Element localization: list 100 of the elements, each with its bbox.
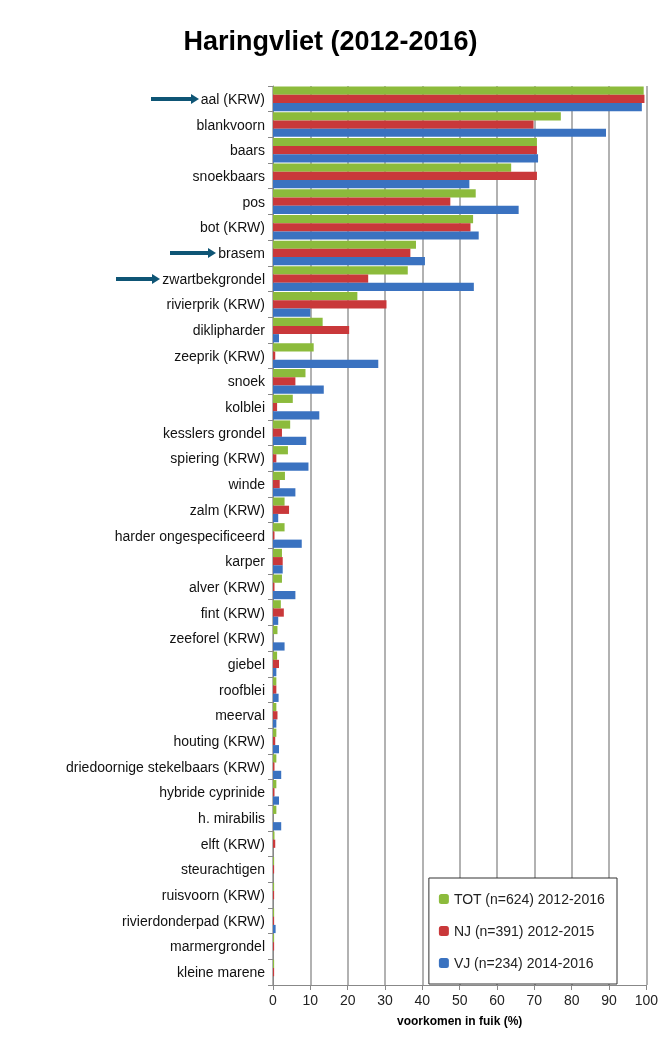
bar [273, 557, 283, 566]
y-tick-label: zeeprik (KRW) [174, 347, 265, 364]
bar [273, 480, 280, 489]
y-tick-label: kesslers grondel [163, 424, 265, 441]
bar [273, 317, 323, 326]
bar [273, 292, 358, 301]
bar [273, 565, 283, 574]
x-tick-label: 0 [269, 992, 278, 1008]
x-tick-label: 10 [302, 992, 319, 1008]
bar [273, 411, 320, 420]
y-tick-label: snoekbaars [192, 167, 265, 184]
bar [273, 693, 279, 702]
y-tick-label: snoek [227, 373, 266, 390]
y-tick-label: harder ongespecificeerd [114, 527, 265, 544]
bar [273, 248, 411, 258]
bar [273, 128, 606, 137]
bar [273, 754, 277, 763]
y-tick-label: bot (KRW) [199, 219, 265, 236]
y-tick-label: rivierprik (KRW) [166, 296, 265, 313]
y-tick-label: fint (KRW) [200, 604, 265, 621]
x-tick-label: 50 [451, 992, 468, 1008]
bar [273, 659, 279, 669]
x-tick-label: 90 [601, 992, 617, 1008]
bar [273, 266, 408, 275]
y-tick-label: roofblei [219, 681, 265, 698]
y-tick-label: spiering (KRW) [170, 450, 265, 467]
chart-title: Haringvliet (2012-2016) [183, 25, 478, 56]
y-tick-label: meerval [215, 707, 265, 724]
bar [273, 651, 278, 660]
y-tick-label: baars [229, 142, 265, 159]
bar [273, 240, 416, 249]
y-tick-label: ruisvoorn (KRW) [161, 887, 265, 904]
bar [273, 377, 296, 386]
y-tick-label: winde [227, 476, 266, 493]
bar [273, 334, 279, 343]
bar [273, 642, 285, 651]
bar [273, 171, 537, 181]
bar [273, 770, 282, 779]
bar [273, 102, 642, 112]
bar [273, 719, 277, 728]
x-tick-label: 70 [526, 992, 543, 1008]
y-tick-label: houting (KRW) [173, 732, 265, 749]
bar [273, 385, 324, 394]
bar [273, 180, 470, 189]
x-tick-label: 30 [377, 992, 393, 1008]
bar [273, 471, 285, 481]
x-axis-title: voorkomen in fuik (%) [396, 1014, 523, 1028]
y-tick-label: blankvoorn [196, 116, 265, 133]
bar [273, 86, 644, 95]
bar [273, 94, 645, 103]
bar [273, 497, 285, 506]
y-tick-label: diklipharder [192, 322, 266, 339]
bar [273, 513, 279, 523]
y-tick-label: hybride cyprinide [159, 784, 266, 801]
bar [273, 112, 561, 121]
legend-label: VJ (n=234) 2014-2016 [453, 955, 594, 971]
y-tick-label: kleine marene [177, 964, 266, 981]
y-tick-label: aal (KRW) [200, 90, 265, 107]
bar [273, 446, 288, 455]
x-tick-label: 80 [563, 992, 580, 1008]
bar [273, 924, 276, 934]
bar [273, 822, 282, 831]
bar [273, 745, 279, 754]
bar [273, 120, 534, 129]
bar [273, 137, 537, 147]
bar [273, 590, 296, 600]
bar [273, 163, 512, 172]
y-tick-label: karper [225, 553, 266, 570]
bar [273, 231, 479, 240]
bar [273, 505, 290, 514]
y-tick-label: pos [242, 193, 265, 210]
bar [273, 369, 306, 378]
bar [273, 402, 278, 412]
bar [273, 214, 474, 224]
y-tick-label: zwartbekgrondel [162, 270, 265, 287]
bar [273, 462, 309, 471]
bar [273, 282, 474, 291]
x-tick-label: 100 [634, 992, 659, 1008]
bar [273, 677, 277, 686]
x-tick-label: 20 [339, 992, 356, 1008]
bar [273, 548, 282, 558]
bar [273, 796, 279, 805]
y-tick-label: marmergrondel [170, 938, 265, 955]
y-tick-label: alver (KRW) [189, 578, 265, 595]
y-tick-label: rivierdonderpad (KRW) [122, 912, 265, 929]
bar [273, 197, 451, 206]
bar [273, 428, 282, 437]
bar [273, 189, 476, 198]
bar [273, 274, 369, 283]
x-tick-label: 40 [414, 992, 431, 1008]
legend-label: NJ (n=391) 2012-2015 [453, 923, 595, 939]
bar [273, 325, 350, 335]
bar [273, 154, 539, 163]
bar [273, 523, 285, 532]
bar [273, 257, 425, 266]
legend-label: TOT (n=624) 2012-2016 [453, 891, 605, 907]
bar [273, 343, 314, 352]
y-tick-label: zeeforel (KRW) [169, 630, 265, 647]
y-tick-label: steurachtigen [180, 861, 265, 878]
bar [273, 420, 291, 429]
